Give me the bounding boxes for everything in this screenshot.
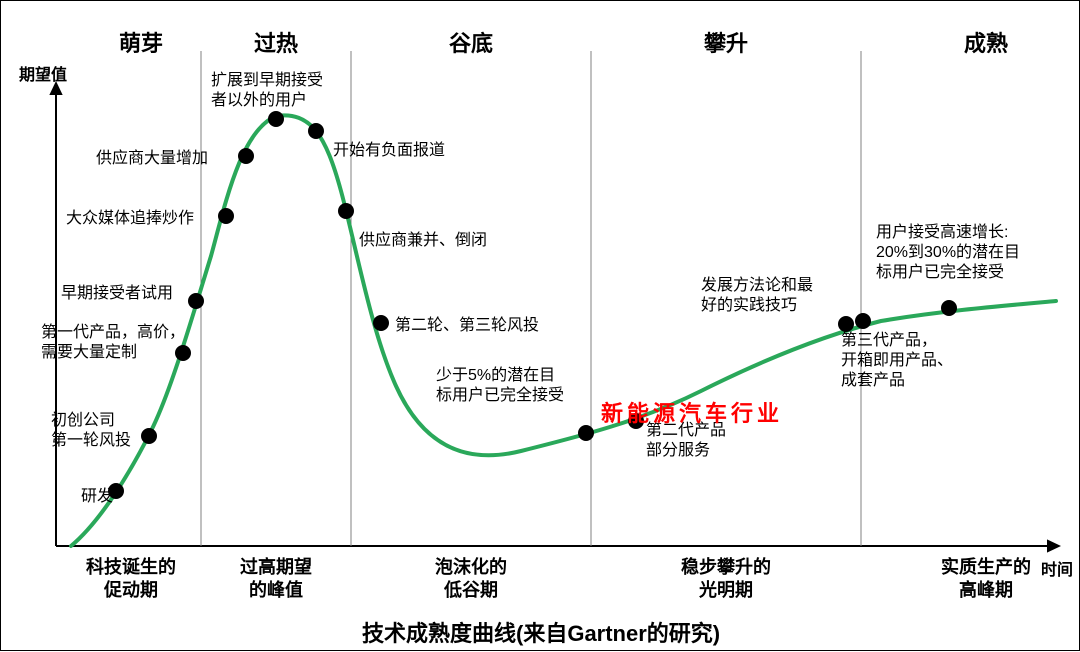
point-label-10: 少于5%的潜在目 标用户已完全接受 — [436, 366, 564, 406]
phase-bottom-label: 过高期望 的峰值 — [196, 556, 356, 601]
point-label-13: 第三代产品， 开箱即用产品、 成套产品 — [841, 331, 953, 391]
phase-top-label: 过热 — [254, 26, 298, 58]
phase-top-label: 萌芽 — [119, 26, 163, 58]
point-label-3: 早期接受者试用 — [61, 284, 173, 304]
phase-bottom-label: 泡沫化的 低谷期 — [391, 556, 551, 601]
point-label-9: 第二轮、第三轮风投 — [395, 316, 539, 336]
point-label-5: 供应商大量增加 — [96, 149, 208, 169]
phase-bottom-label: 稳步攀升的 光明期 — [646, 556, 806, 601]
point-label-14: 用户接受高速增长: 20%到30%的潜在目 标用户已完全接受 — [876, 223, 1020, 283]
point-label-6: 扩展到早期接受 者以外的用户 — [211, 71, 323, 111]
chart-stage: 期望值时间萌芽过热谷底攀升成熟研发初创公司 第一轮风投第一代产品，高价， 需要大… — [0, 0, 1080, 651]
phase-bottom-label: 实质生产的 高峰期 — [906, 556, 1066, 601]
phase-top-label: 谷底 — [449, 26, 493, 58]
phase-top-label: 成熟 — [964, 26, 1008, 58]
phase-bottom-label: 科技诞生的 促动期 — [51, 556, 211, 601]
point-label-12: 发展方法论和最 好的实践技巧 — [701, 276, 813, 316]
phase-top-label: 攀升 — [704, 26, 748, 58]
y-axis-label: 期望值 — [19, 61, 67, 85]
chart-title: 技术成熟度曲线(来自Gartner的研究) — [362, 616, 720, 648]
point-label-7: 开始有负面报道 — [333, 141, 445, 161]
point-label-4: 大众媒体追捧炒作 — [66, 209, 194, 229]
point-label-2: 第一代产品，高价， 需要大量定制 — [41, 323, 185, 363]
point-label-0: 研发 — [81, 487, 113, 507]
point-label-1: 初创公司 第一轮风投 — [51, 411, 131, 451]
point-label-8: 供应商兼并、倒闭 — [359, 231, 487, 251]
overlay-text: 新能源汽车行业 — [601, 396, 783, 428]
